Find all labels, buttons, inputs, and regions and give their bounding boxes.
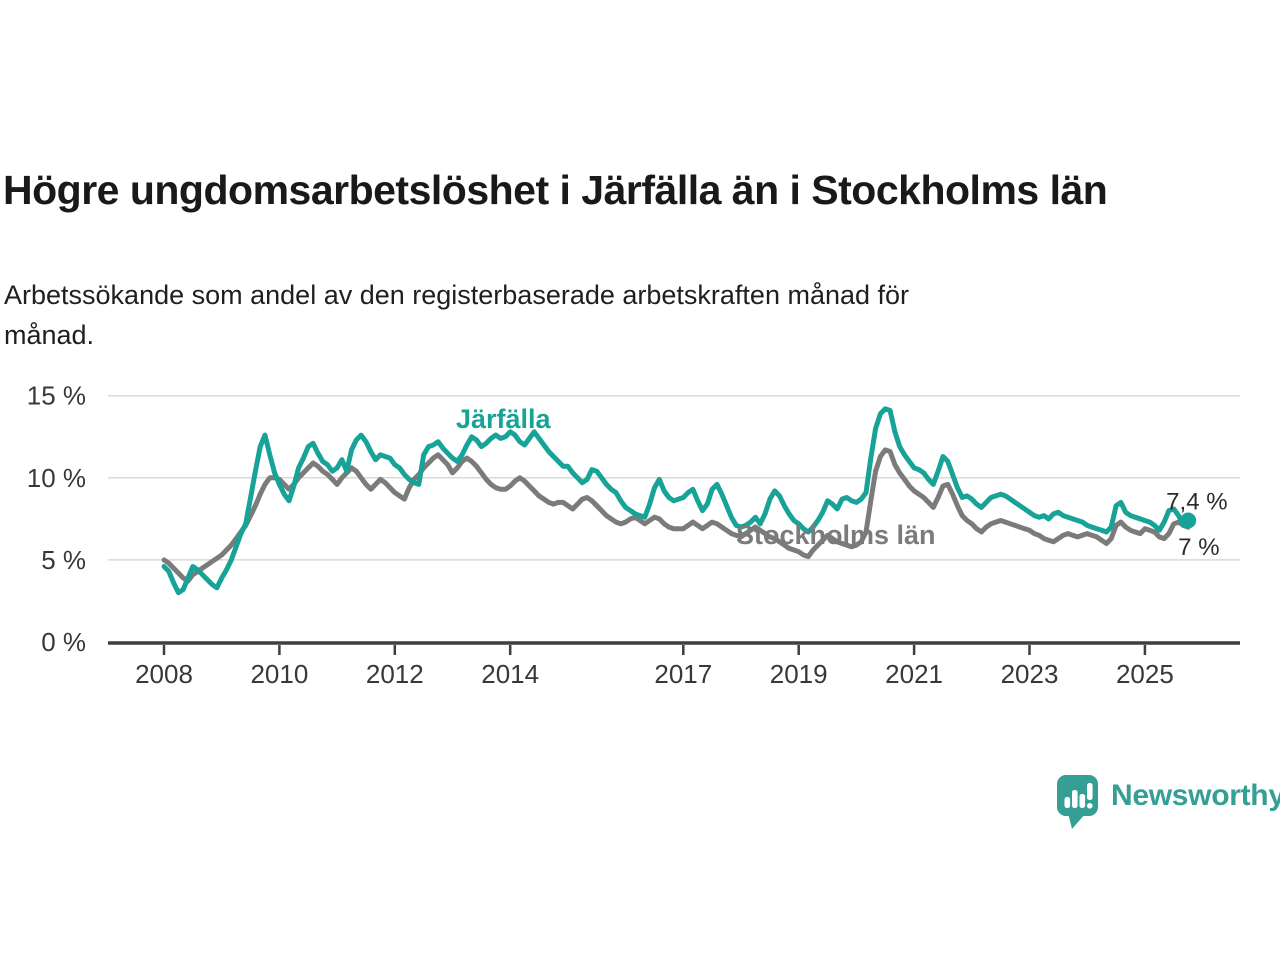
- x-tick-label: 2023: [1001, 659, 1059, 689]
- chart-subtitle-line1: Arbetssökande som andel av den registerb…: [4, 280, 910, 310]
- j-rf-lla-series-label: Järfälla: [456, 404, 552, 434]
- x-tick-label: 2019: [770, 659, 828, 689]
- y-tick-label: 10 %: [27, 463, 86, 493]
- j-rf-lla-line: [161, 406, 1191, 596]
- newsworthy-logo-text: Newsworthy: [1111, 779, 1280, 812]
- stockholms-l-n-end-value-label: 7 %: [1178, 534, 1219, 561]
- chart-subtitle: Arbetssökande som andel av den registerb…: [4, 275, 1204, 355]
- x-tick-label: 2017: [654, 659, 712, 689]
- x-tick-label: 2010: [250, 659, 308, 689]
- newsworthy-logo-icon: [1057, 775, 1098, 829]
- j-rf-lla-end-value-label: 7,4 %: [1166, 488, 1227, 515]
- x-tick-label: 2012: [366, 659, 424, 689]
- x-tick-label: 2021: [885, 659, 943, 689]
- y-tick-label: 15 %: [27, 381, 86, 411]
- chart-subtitle-line2: månad.: [4, 320, 95, 350]
- x-tick-label: 2014: [481, 659, 539, 689]
- x-tick-label: 2025: [1116, 659, 1174, 689]
- newsworthy-branding: Newsworthy: [1055, 773, 1280, 833]
- y-tick-label: 0 %: [41, 627, 86, 657]
- stockholms-l-n-series-label: Stockholms län: [736, 520, 936, 550]
- y-tick-label: 5 %: [41, 545, 86, 575]
- chart-title: Högre ungdomsarbetslöshet i Järfälla än …: [3, 167, 1108, 214]
- j-rf-lla-end-dot: [1180, 512, 1197, 529]
- x-tick-label: 2008: [135, 659, 193, 689]
- stockholms-l-n-line: [161, 447, 1191, 584]
